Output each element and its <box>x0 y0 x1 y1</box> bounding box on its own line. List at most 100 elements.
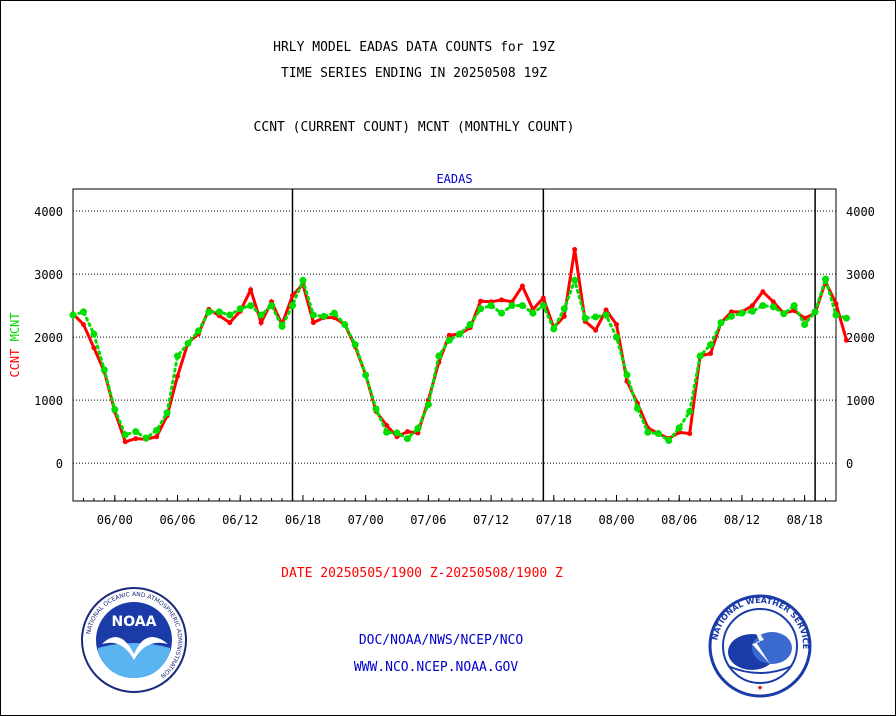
data-point-mcnt <box>780 310 788 318</box>
data-point-mcnt <box>790 302 798 310</box>
data-point-mcnt <box>717 319 725 327</box>
data-point-mcnt <box>288 302 296 310</box>
data-point-mcnt <box>581 314 589 322</box>
x-tick-label: 08/12 <box>724 513 760 527</box>
data-point-ccnt <box>593 327 599 333</box>
data-point-ccnt <box>289 293 295 299</box>
data-point-ccnt <box>310 320 316 326</box>
data-point-ccnt <box>446 332 452 338</box>
data-point-mcnt <box>654 430 662 438</box>
data-point-ccnt <box>122 439 128 445</box>
x-tick-label: 07/06 <box>410 513 446 527</box>
star-icon: ★ <box>757 682 763 693</box>
x-tick-label: 06/00 <box>97 513 133 527</box>
data-point-mcnt <box>727 312 735 320</box>
x-tick-label: 08/18 <box>787 513 823 527</box>
data-point-mcnt <box>769 303 777 311</box>
data-point-mcnt <box>69 311 77 319</box>
date-range-label: DATE 20250505/1900 Z-20250508/1900 Z <box>281 566 563 581</box>
x-tick-label: 06/12 <box>222 513 258 527</box>
data-point-mcnt <box>309 311 317 319</box>
data-point-mcnt <box>592 313 600 321</box>
data-point-ccnt <box>133 436 139 442</box>
y-tick-label-right: 2000 <box>846 331 875 345</box>
data-point-mcnt <box>299 276 307 284</box>
data-point-ccnt <box>384 422 390 428</box>
y-tick-label-left: 1000 <box>34 394 63 408</box>
y-axis-label: CCNT MCNT <box>8 312 22 377</box>
data-point-ccnt <box>404 429 410 435</box>
data-point-ccnt <box>540 295 546 301</box>
data-point-mcnt <box>142 434 150 442</box>
data-point-mcnt <box>456 330 464 338</box>
data-point-ccnt <box>572 247 578 253</box>
chart-title-line2: TIME SERIES ENDING IN 20250508 19Z <box>280 66 548 81</box>
data-point-mcnt <box>215 308 223 316</box>
data-point-mcnt <box>498 309 506 317</box>
y-label-ccnt: CCNT <box>8 341 22 377</box>
y-tick-label-right: 3000 <box>846 268 875 282</box>
data-point-ccnt <box>154 434 160 440</box>
chart-title-line1: HRLY MODEL EADAS DATA COUNTS for 19Z <box>273 40 555 55</box>
data-point-ccnt <box>603 307 609 313</box>
data-point-mcnt <box>686 407 694 415</box>
y-label-mcnt: MCNT <box>8 312 22 341</box>
data-point-mcnt <box>748 307 756 315</box>
data-point-ccnt <box>770 299 776 305</box>
data-point-mcnt <box>247 302 255 310</box>
data-point-mcnt <box>508 302 516 310</box>
data-point-mcnt <box>633 404 641 412</box>
data-point-mcnt <box>111 406 119 414</box>
data-point-mcnt <box>362 371 370 379</box>
x-tick-label: 07/18 <box>536 513 572 527</box>
y-tick-label-left: 4000 <box>34 205 63 219</box>
data-point-mcnt <box>518 302 526 310</box>
data-point-mcnt <box>445 336 453 344</box>
data-point-mcnt <box>665 436 673 444</box>
data-point-mcnt <box>414 425 422 433</box>
data-point-mcnt <box>174 352 182 360</box>
data-point-mcnt <box>320 312 328 320</box>
data-point-mcnt <box>184 339 192 347</box>
chart-subtitle: CCNT (CURRENT COUNT) MCNT (MONTHLY COUNT… <box>253 120 575 135</box>
series-line-mcnt <box>71 273 848 443</box>
data-point-mcnt <box>822 275 830 283</box>
nws-logo[interactable]: NATIONAL WEATHER SERVICE ★ <box>708 594 812 698</box>
data-point-mcnt <box>675 424 683 432</box>
noaa-logo[interactable]: NOAA NATIONAL OCEANIC AND ATMOSPHERIC AD… <box>80 586 188 694</box>
data-point-mcnt <box>539 302 547 310</box>
data-point-mcnt <box>811 308 819 316</box>
data-point-mcnt <box>330 309 338 317</box>
data-point-mcnt <box>403 435 411 443</box>
x-tick-label: 07/00 <box>348 513 384 527</box>
data-point-ccnt <box>519 283 525 289</box>
data-point-mcnt <box>194 327 202 335</box>
data-point-mcnt <box>268 302 276 310</box>
data-point-mcnt <box>424 401 432 409</box>
data-point-mcnt <box>644 428 652 436</box>
data-point-ccnt <box>248 287 254 293</box>
data-point-mcnt <box>602 311 610 319</box>
website-link[interactable]: WWW.NCO.NCEP.NOAA.GOV <box>353 660 519 675</box>
data-point-mcnt <box>372 405 380 413</box>
org-link[interactable]: DOC/NOAA/NWS/NCEP/NCO <box>358 633 524 648</box>
y-tick-label-right: 1000 <box>846 394 875 408</box>
data-point-ccnt <box>561 313 567 319</box>
data-point-mcnt <box>90 330 98 338</box>
data-point-mcnt <box>100 366 108 374</box>
data-point-mcnt <box>466 321 474 329</box>
y-tick-label-left: 3000 <box>34 268 63 282</box>
data-point-ccnt <box>843 337 849 343</box>
x-tick-label: 06/18 <box>285 513 321 527</box>
data-point-mcnt <box>707 341 715 349</box>
y-tick-label-right: 0 <box>846 457 853 471</box>
plot-area <box>72 188 837 502</box>
data-point-mcnt <box>383 428 391 436</box>
data-point-mcnt <box>163 409 171 417</box>
data-point-ccnt <box>91 345 97 351</box>
data-point-mcnt <box>571 276 579 284</box>
x-tick-label: 06/06 <box>159 513 195 527</box>
data-point-ccnt <box>614 322 620 328</box>
data-point-ccnt <box>749 303 755 309</box>
